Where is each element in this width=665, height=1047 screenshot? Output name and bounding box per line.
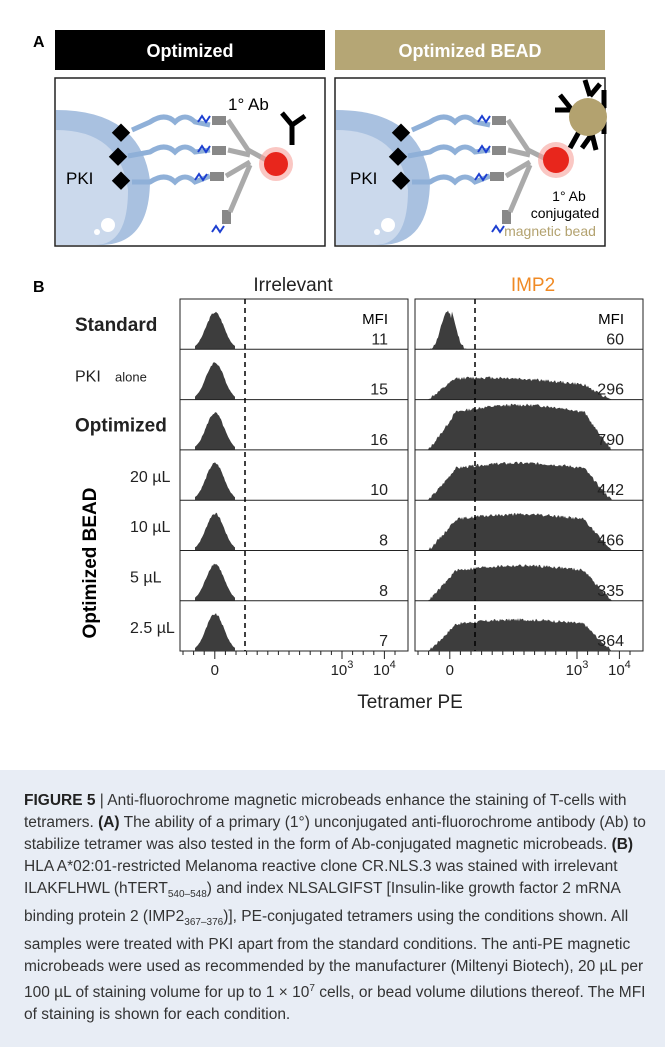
mfi-value-imp2: 466 <box>597 533 624 550</box>
histogram-irrelevant <box>195 412 235 450</box>
x-tick-base: 10 <box>331 662 348 679</box>
bead-ab-label-line1: 1° Ab <box>552 188 586 204</box>
histogram-rows: 11 60 Standard 15 296 PKI alone 16 790 Optimized 1… <box>75 310 643 652</box>
optimized-title-bar <box>55 30 325 70</box>
histogram-irrelevant <box>195 563 235 601</box>
row-label: 20 µL <box>130 469 170 486</box>
row-label: Optimized <box>75 416 167 437</box>
irrelevant-plot-frame <box>179 298 409 652</box>
x-tick-base: 10 <box>373 662 390 679</box>
mfi-value-irrelevant: 8 <box>379 583 388 600</box>
caption-separator: | <box>95 792 108 809</box>
caption-sub-1: 540–548 <box>167 889 207 901</box>
caption-sup-1: 7 <box>309 983 315 995</box>
row-label: Standard <box>75 315 157 336</box>
x-tick-exponent: 3 <box>582 659 588 671</box>
x-tick-base: 0 <box>211 662 219 679</box>
histogram-imp2 <box>428 618 612 652</box>
mfi-value-irrelevant: 15 <box>370 382 388 399</box>
histogram-imp2 <box>428 403 612 451</box>
x-tick-exponent: 3 <box>347 659 353 671</box>
histogram-irrelevant <box>195 362 235 400</box>
x-tick-label-imp2: 104 <box>608 659 631 679</box>
histogram-irrelevant <box>195 462 235 501</box>
x-axis-label: Tetramer PE <box>357 692 463 713</box>
pki-label-bead: PKI <box>350 169 377 188</box>
mfi-value-imp2: 442 <box>597 482 624 499</box>
caption-text-6: cells, or bead volume dilutions thereof.… <box>24 984 646 1024</box>
mfi-value-irrelevant: 7 <box>379 633 388 650</box>
mfi-header-imp2: MFI <box>598 311 624 328</box>
histogram-imp2 <box>428 461 612 501</box>
mfi-header-irrelevant: MFI <box>362 311 388 328</box>
caption-text-5: )], PE-conjugated tetramers using the co… <box>24 908 644 1002</box>
histogram-imp2 <box>428 564 612 601</box>
x-tick-base: 0 <box>446 662 454 679</box>
mfi-value-imp2: 335 <box>597 583 624 600</box>
optimized-bead-title-bar <box>335 30 605 70</box>
x-tick-label-irrelevant: 104 <box>373 659 396 679</box>
caption-text-4: ) and index NLSALGIFST [Insulin-like gro… <box>24 880 620 926</box>
row-label: 5 µL <box>130 570 162 587</box>
row-label: 2.5 µL <box>130 620 175 637</box>
x-tick-label-imp2: 103 <box>566 659 589 679</box>
x-tick-label-imp2: 0 <box>446 662 454 679</box>
histogram-imp2 <box>428 376 612 400</box>
caption-text-3: HLA A*02:01-restricted Melanoma reactive… <box>24 858 618 897</box>
irrelevant-column-title: Irrelevant <box>253 275 333 296</box>
caption-text-1: Anti-fluorochrome magnetic microbeads en… <box>24 792 627 831</box>
row-label: PKI <box>75 368 101 385</box>
panel-a-label: A <box>33 34 45 51</box>
figure-caption: FIGURE 5 | Anti-fluorochrome magnetic mi… <box>24 790 654 1026</box>
histogram-irrelevant <box>195 512 235 551</box>
caption-sub-2: 367–376 <box>184 917 224 929</box>
mfi-value-irrelevant: 8 <box>379 533 388 550</box>
histogram-irrelevant <box>195 311 235 350</box>
optimized-bead-vertical-label: Optimized BEAD <box>80 488 101 639</box>
mfi-value-irrelevant: 11 <box>371 331 388 348</box>
mfi-value-imp2: 60 <box>606 331 624 348</box>
mfi-value-irrelevant: 10 <box>370 482 388 499</box>
x-axes: 0 103 104 0 103 104 <box>182 651 631 679</box>
primary-ab-label: 1° Ab <box>228 95 269 114</box>
imp2-column-title: IMP2 <box>511 275 555 296</box>
x-tick-base: 10 <box>566 662 583 679</box>
mfi-value-irrelevant: 16 <box>370 432 388 449</box>
panel-b-label: B <box>33 279 45 296</box>
caption-a-label: (A) <box>98 814 120 831</box>
figure-5: A Optimized Optimized BEAD <box>33 30 644 713</box>
histogram-irrelevant <box>195 613 235 652</box>
x-tick-exponent: 4 <box>390 659 396 671</box>
mfi-value-imp2: 364 <box>597 633 624 650</box>
caption-text-2: The ability of a primary (1°) unconjugat… <box>24 814 646 853</box>
bead-ab-label-line2: conjugated <box>531 205 600 221</box>
mfi-value-imp2: 296 <box>597 382 624 399</box>
row-label-small: alone <box>115 369 147 384</box>
caption-b-label: (B) <box>611 836 634 853</box>
figure-label: FIGURE 5 <box>24 792 96 809</box>
mfi-value-imp2: 790 <box>597 432 624 449</box>
x-tick-label-irrelevant: 0 <box>211 662 219 679</box>
histogram-imp2 <box>428 512 612 551</box>
pki-label: PKI <box>66 169 93 188</box>
caption-box <box>0 770 665 1047</box>
optimized-bead-title: Optimized BEAD <box>398 41 541 61</box>
optimized-title: Optimized <box>146 41 233 61</box>
bead-ab-label-line3: magnetic bead <box>504 223 596 239</box>
histogram-imp2 <box>430 310 500 350</box>
x-tick-exponent: 4 <box>625 659 631 671</box>
optimized-bead-schematic: PKI 1° Ab conjugated magnetic bead <box>334 77 607 247</box>
x-tick-base: 10 <box>608 662 625 679</box>
x-tick-label-irrelevant: 103 <box>331 659 354 679</box>
row-label: 10 µL <box>130 519 170 536</box>
optimized-schematic: 1° Ab PKI <box>54 77 326 247</box>
